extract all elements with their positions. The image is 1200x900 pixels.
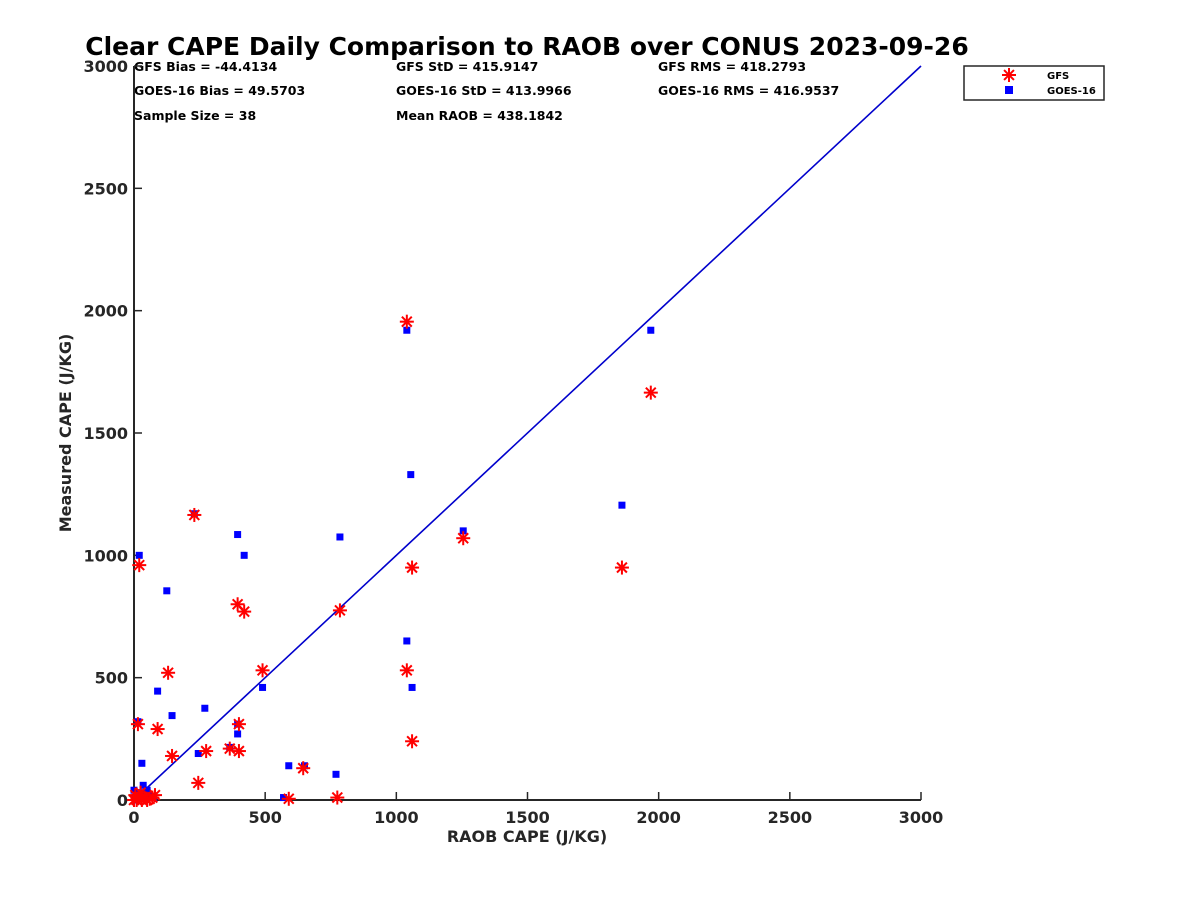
y-tick-label: 1500 (83, 424, 128, 443)
gfs-point (614, 560, 629, 575)
gfs-point (237, 604, 252, 619)
goes16-point (285, 762, 293, 770)
goes16-point (336, 533, 344, 541)
y-tick-label: 2500 (83, 179, 128, 198)
gfs-point (231, 744, 246, 759)
stat-gfs-bias: GFS Bias = -44.4134 (134, 59, 277, 74)
y-tick-label: 1000 (83, 546, 128, 565)
x-tick-label: 1000 (374, 808, 419, 827)
stat-sample-size: Sample Size = 38 (134, 108, 256, 123)
gfs-point (255, 663, 270, 678)
gfs-point (161, 665, 176, 680)
goes16-point (403, 637, 411, 645)
goes16-point (139, 781, 147, 789)
goes16-point (240, 551, 248, 559)
data-points (127, 314, 658, 807)
legend-gfs-marker (1002, 68, 1016, 82)
x-tick-label: 2500 (768, 808, 813, 827)
y-tick-label: 500 (95, 669, 128, 688)
gfs-point (330, 790, 345, 805)
gfs-point (147, 788, 162, 803)
goes16-point (163, 587, 171, 595)
y-tick-label: 2000 (83, 302, 128, 321)
y-tick-label: 3000 (83, 57, 128, 76)
goes16-point (403, 326, 411, 334)
goes16-point (234, 531, 242, 539)
legend-goes-label: GOES-16 (1047, 86, 1096, 97)
gfs-point (405, 560, 420, 575)
gfs-point (187, 507, 202, 522)
goes16-point (259, 683, 267, 691)
goes16-point (407, 471, 415, 479)
goes16-point (194, 750, 202, 758)
goes16-point (647, 326, 655, 334)
gfs-point (643, 385, 658, 400)
stat-mean-raob: Mean RAOB = 438.1842 (396, 108, 563, 123)
stat-goes-std: GOES-16 StD = 413.9966 (396, 83, 572, 98)
goes16-point (459, 527, 467, 535)
stat-gfs-rms: GFS RMS = 418.2793 (658, 59, 806, 74)
gfs-point (222, 741, 237, 756)
gfs-point (296, 761, 311, 776)
gfs-point (231, 717, 246, 732)
gfs-point (399, 663, 414, 678)
legend-box (963, 65, 1105, 101)
one-to-one-line-path (133, 65, 922, 801)
goes16-point (168, 712, 176, 720)
gfs-point (399, 314, 414, 329)
gfs-point (130, 717, 145, 732)
x-tick-label: 0 (128, 808, 139, 827)
one-to-one-line (133, 65, 922, 801)
goes16-point (138, 759, 146, 767)
stat-goes-rms: GOES-16 RMS = 416.9537 (658, 83, 839, 98)
stat-gfs-std: GFS StD = 415.9147 (396, 59, 538, 74)
goes16-point (135, 551, 143, 559)
gfs-point (150, 722, 165, 737)
goes16-point (201, 704, 209, 712)
axes: 0 500 1000 1500 2000 2500 3000 0 500 1000 1500 2000… (83, 57, 943, 827)
chart-title: Clear CAPE Daily Comparison to RAOB over… (85, 32, 968, 61)
goes16-point (130, 786, 138, 794)
gfs-point (165, 748, 180, 763)
x-tick-label: 2000 (636, 808, 681, 827)
goes16-point (332, 770, 340, 778)
gfs-point (199, 744, 214, 759)
gfs-point (132, 558, 147, 573)
gfs-point (405, 734, 420, 749)
x-tick-label: 500 (248, 808, 281, 827)
y-tick-label: 0 (117, 791, 128, 810)
goes16-point (143, 786, 151, 794)
legend: GFS GOES-16 (963, 65, 1105, 101)
gfs-point (191, 775, 206, 790)
goes16-point (234, 730, 242, 738)
x-tick-label: 1500 (505, 808, 550, 827)
stat-goes-bias: GOES-16 Bias = 49.5703 (134, 83, 305, 98)
goes16-point (280, 794, 288, 802)
legend-gfs-label: GFS (1047, 71, 1069, 82)
statistics-block: GFS Bias = -44.4134 GFS StD = 415.9147 G… (134, 59, 839, 123)
legend-gfs-asterisk (1002, 68, 1016, 82)
x-axis-label: RAOB CAPE (J/KG) (447, 827, 607, 846)
gfs-point (332, 603, 347, 618)
legend-goes-marker (1005, 86, 1013, 94)
y-axis-label: Measured CAPE (J/KG) (56, 334, 75, 533)
goes16-point (154, 687, 162, 695)
goes16-point (618, 501, 626, 509)
x-tick-label: 3000 (899, 808, 944, 827)
goes16-point (408, 683, 416, 691)
gfs-point (456, 531, 471, 546)
gfs-point (281, 791, 296, 806)
